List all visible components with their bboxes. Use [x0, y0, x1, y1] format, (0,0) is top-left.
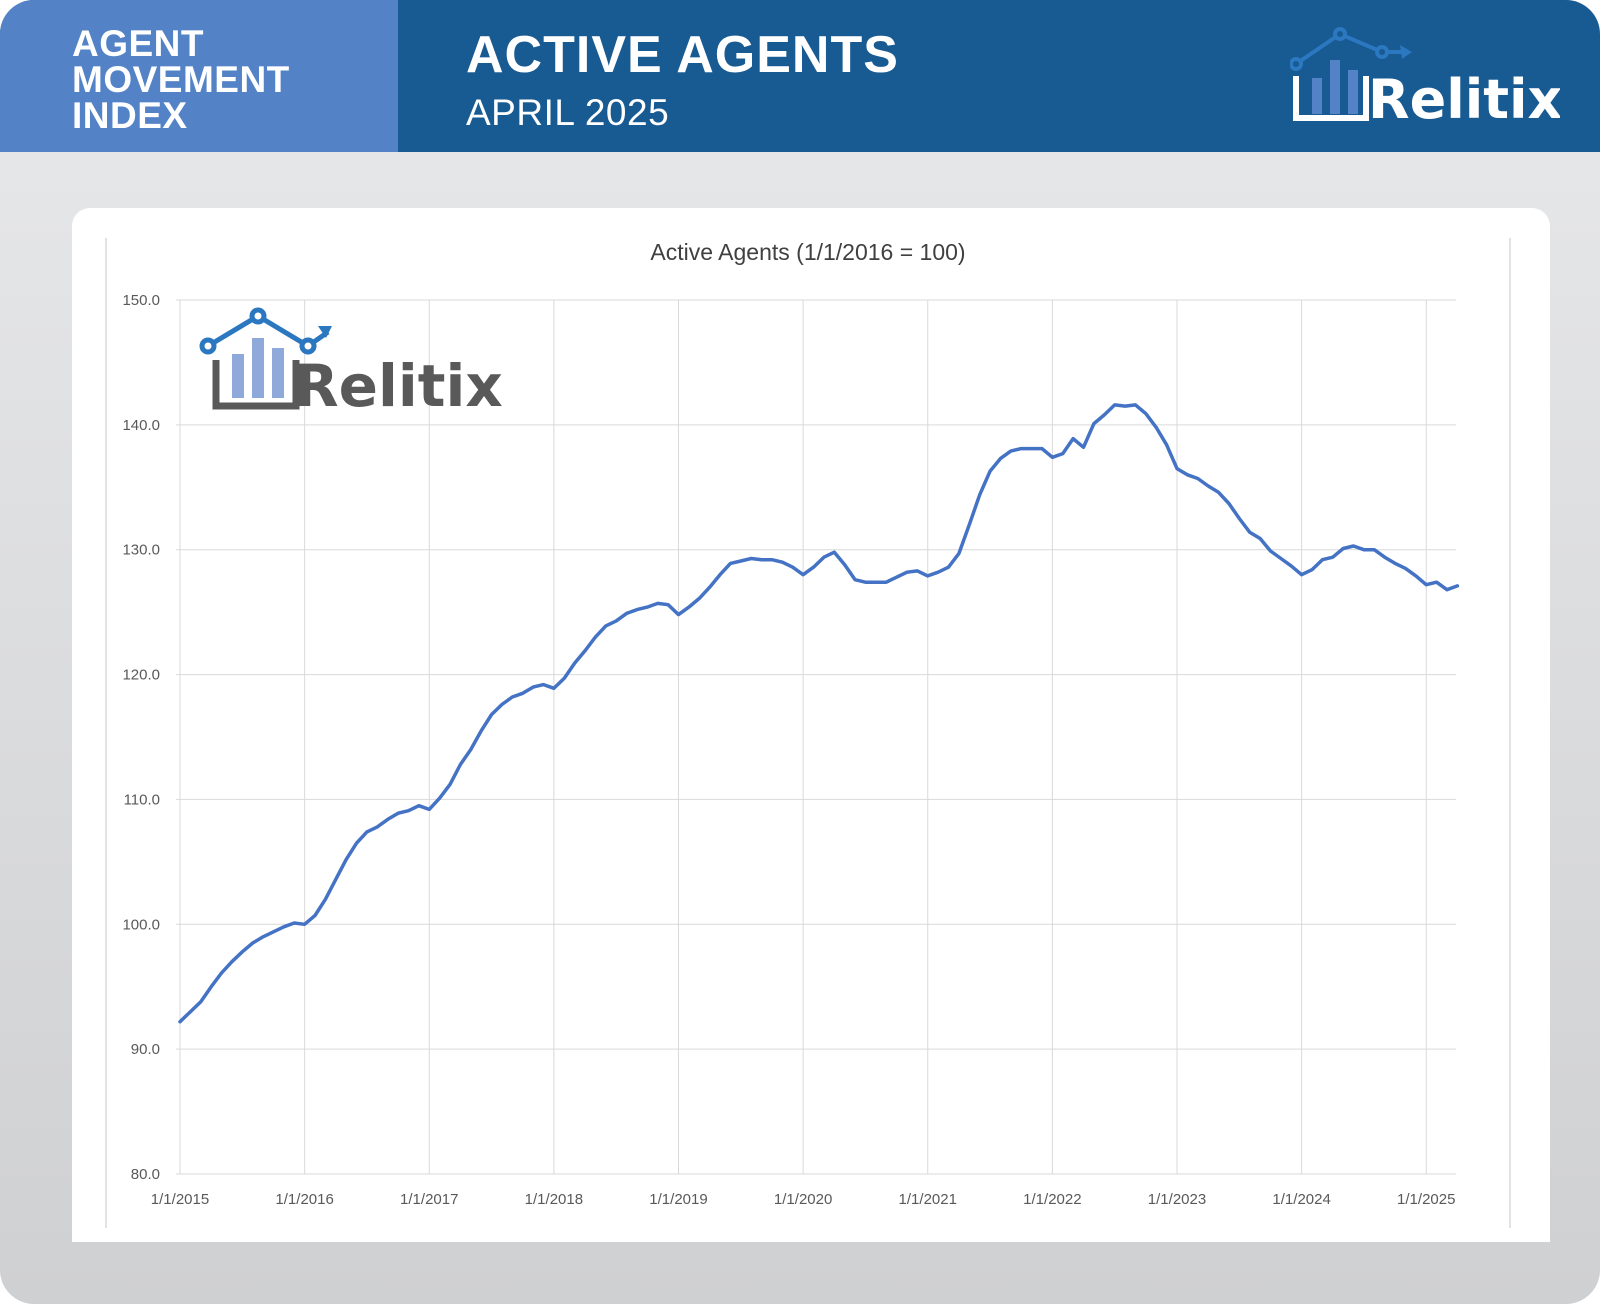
index-title: AGENT MOVEMENT INDEX	[72, 23, 392, 136]
index-title-line-2: MOVEMENT	[72, 59, 290, 100]
y-tick-label: 130.0	[122, 542, 160, 559]
x-tick-label: 1/1/2025	[1397, 1191, 1455, 1208]
index-title-panel: AGENT MOVEMENT INDEX	[0, 0, 398, 152]
page-title: ACTIVE AGENTS	[466, 26, 899, 84]
relitix-watermark: Relitix	[199, 307, 503, 420]
relitix-logo-header: Relitix	[1290, 27, 1560, 131]
x-tick-label: 1/1/2022	[1023, 1191, 1081, 1208]
watermark-bars-icon	[212, 338, 300, 410]
x-tick-label: 1/1/2021	[899, 1191, 957, 1208]
gridlines	[176, 299, 1456, 1175]
series-line-active-agents	[178, 403, 1460, 1024]
index-title-line-1: AGENT	[72, 23, 204, 64]
y-tick-label: 150.0	[122, 292, 160, 309]
x-tick-label: 1/1/2017	[400, 1191, 458, 1208]
x-tick-label: 1/1/2020	[774, 1191, 832, 1208]
logo-bars-icon	[1293, 60, 1369, 121]
series-layer	[178, 403, 1460, 1024]
y-tick-label: 80.0	[131, 1166, 160, 1183]
chart-title: Active Agents (1/1/2016 = 100)	[650, 239, 965, 265]
axis-labels: 80.0 90.0 100.0 110.0 120.0 130.0 140.0 150.0 1/…	[122, 292, 1455, 1208]
active-agents-chart: Relitix 80.0 90.0 100.0 110.0 120.0 130.0 140.…	[105, 238, 1511, 1228]
y-tick-label: 90.0	[131, 1041, 160, 1058]
logo-trend-icon	[1290, 27, 1412, 71]
y-tick-label: 100.0	[122, 916, 160, 933]
x-tick-label: 1/1/2016	[275, 1191, 333, 1208]
header-bar: AGENT MOVEMENT INDEX ACTIVE AGENTS APRIL…	[0, 0, 1600, 152]
logo-wordmark: Relitix	[1368, 68, 1560, 131]
x-tick-label: 1/1/2024	[1272, 1191, 1330, 1208]
watermark-wordmark: Relitix	[294, 352, 503, 420]
x-tick-label: 1/1/2019	[649, 1191, 707, 1208]
page-subtitle: APRIL 2025	[466, 92, 670, 133]
watermark-trend-icon	[199, 307, 332, 355]
x-tick-label: 1/1/2015	[151, 1191, 209, 1208]
x-tick-label: 1/1/2023	[1148, 1191, 1206, 1208]
y-tick-label: 110.0	[124, 791, 160, 808]
x-tick-label: 1/1/2018	[525, 1191, 583, 1208]
chart-card: Relitix 80.0 90.0 100.0 110.0 120.0 130.0 140.…	[72, 208, 1550, 1242]
y-tick-label: 140.0	[122, 417, 160, 434]
index-title-line-3: INDEX	[72, 95, 188, 136]
y-tick-label: 120.0	[122, 667, 160, 684]
